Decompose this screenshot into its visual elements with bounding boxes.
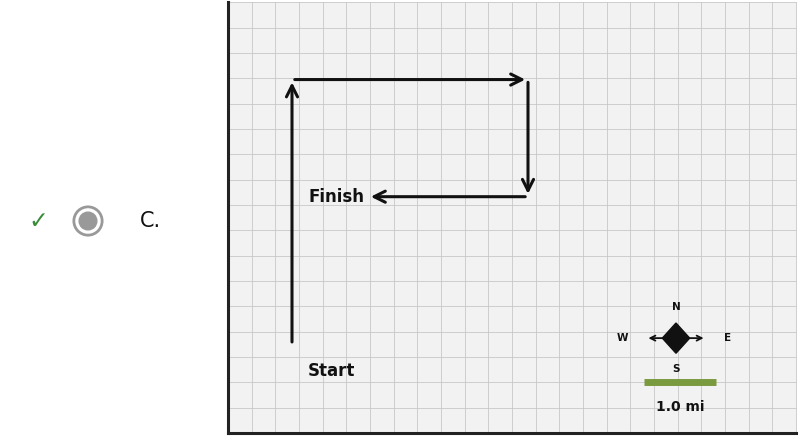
Text: E: E bbox=[724, 333, 731, 343]
Ellipse shape bbox=[79, 212, 97, 230]
Bar bbox=[228, 2, 796, 433]
Text: S: S bbox=[672, 364, 680, 374]
Text: 1.0 mi: 1.0 mi bbox=[656, 400, 704, 414]
Text: W: W bbox=[617, 333, 628, 343]
Text: Start: Start bbox=[308, 362, 355, 381]
Text: C.: C. bbox=[140, 211, 161, 231]
Text: ✓: ✓ bbox=[29, 209, 48, 233]
Polygon shape bbox=[662, 323, 690, 353]
Text: N: N bbox=[672, 301, 680, 312]
Text: Finish: Finish bbox=[308, 188, 364, 206]
